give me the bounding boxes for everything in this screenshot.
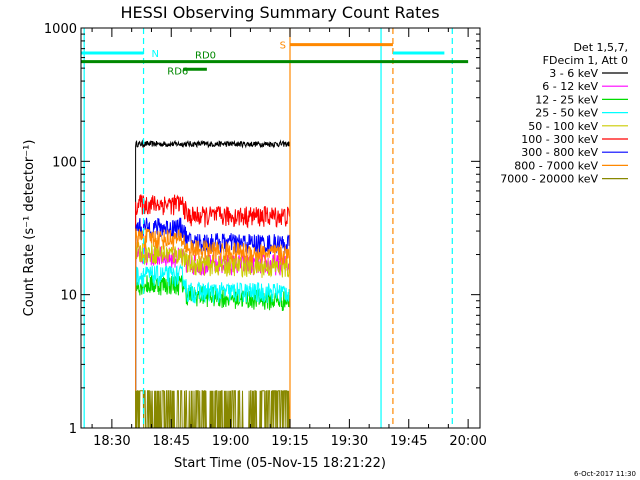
legend-label: 25 - 50 keV	[535, 107, 598, 120]
legend-label: 50 - 100 keV	[528, 120, 598, 133]
x-tick-label: 19:45	[390, 434, 427, 449]
x-tick-label: 19:15	[271, 434, 308, 449]
x-tick-label: 19:30	[331, 434, 368, 449]
legend-label: 12 - 25 keV	[535, 93, 598, 106]
y-axis-label: Count Rate (s⁻¹ detector⁻¹)	[22, 140, 37, 317]
x-tick-label: 20:00	[449, 434, 486, 449]
legend-header-2: FDecim 1, Att 0	[543, 54, 628, 67]
flag-label: S	[280, 41, 286, 52]
y-tick-label: 100	[52, 155, 77, 170]
series-line	[135, 242, 291, 428]
x-tick-label: 18:45	[153, 434, 190, 449]
series-line	[135, 194, 291, 428]
annotations: N RD0 RD6 S	[81, 28, 469, 428]
plot-data	[135, 139, 291, 429]
series-line	[135, 390, 291, 429]
legend-header-1: Det 1,5,7,	[573, 41, 628, 54]
y-tick-label: 10	[60, 289, 77, 304]
axes: 18:30 18:45 19:00 19:15 19:30 19:45 20:00 1 10 10…	[44, 22, 487, 449]
legend-label: 800 - 7000 keV	[514, 159, 598, 172]
legend-label: 6 - 12 keV	[542, 80, 598, 93]
legend-label: 7000 - 20000 keV	[500, 173, 598, 186]
chart-title: HESSI Observing Summary Count Rates	[120, 3, 439, 22]
series-line	[135, 263, 291, 428]
y-tick-label: 1000	[44, 22, 77, 37]
footer-timestamp: 6-Oct-2017 11:30	[574, 470, 636, 478]
legend-label: 3 - 6 keV	[549, 67, 598, 80]
plot-frame	[80, 27, 481, 429]
series-line	[135, 139, 291, 428]
flag-label: RD6	[167, 66, 188, 77]
series-line	[135, 228, 291, 428]
legend-label: 100 - 300 keV	[521, 133, 598, 146]
flag-label: RD0	[195, 51, 216, 62]
legend-label: 300 - 800 keV	[521, 146, 598, 159]
flag-label: N	[151, 49, 158, 60]
x-tick-label: 18:30	[93, 434, 130, 449]
y-tick-label: 1	[69, 422, 77, 437]
x-tick-label: 19:00	[212, 434, 249, 449]
x-axis-label: Start Time (05-Nov-15 18:21:22)	[174, 456, 386, 471]
